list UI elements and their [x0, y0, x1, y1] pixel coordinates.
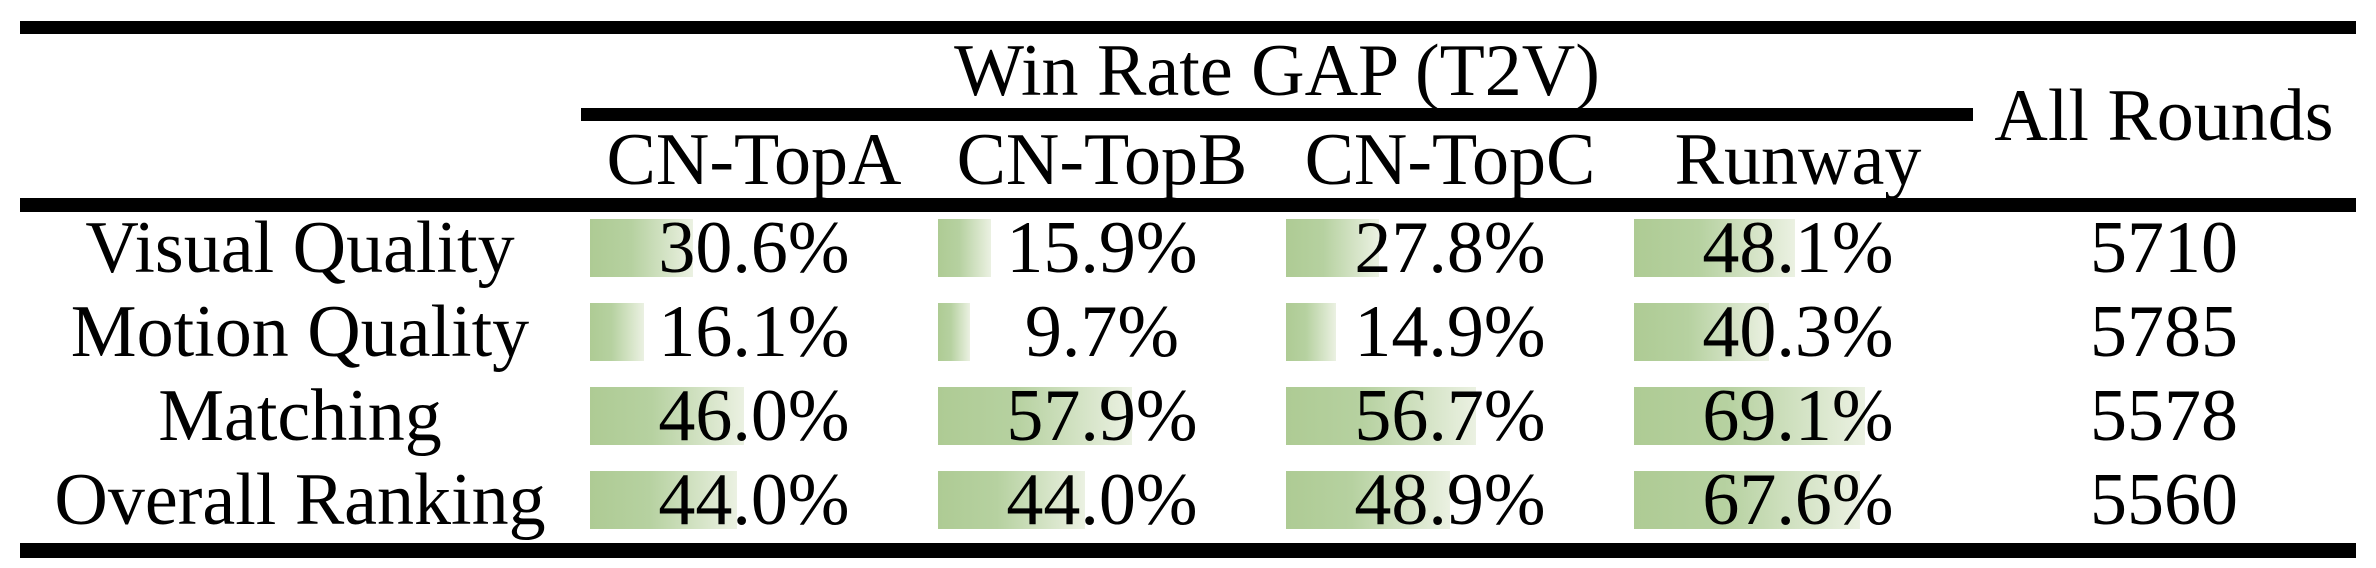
win-rate-data-bar — [590, 219, 693, 277]
win-rate-data-bar — [1286, 219, 1380, 277]
all-rounds-column-header: All Rounds — [1994, 75, 2334, 157]
win-rate-data-bar — [1634, 219, 1796, 277]
table-bottom-rule — [20, 543, 2356, 558]
data-cell: 56.7% — [1276, 374, 1624, 458]
data-cell: 9.7% — [928, 290, 1276, 374]
win-rate-value: 9.7% — [1024, 291, 1180, 373]
win-rate-value: 56.7% — [1354, 375, 1546, 457]
win-rate-value: 48.9% — [1354, 459, 1546, 541]
win-rate-data-bar — [1634, 303, 1769, 361]
all-rounds-value: 5578 — [2090, 375, 2238, 457]
win-rate-data-bar — [1286, 387, 1476, 445]
data-cell: 14.9% — [1276, 290, 1624, 374]
data-cell: 30.6% — [580, 206, 928, 290]
row-label: Overall Ranking — [54, 459, 546, 541]
group-header-title: Win Rate GAP (T2V) — [954, 30, 1600, 112]
win-rate-value: 27.8% — [1354, 207, 1546, 289]
win-rate-value: 67.6% — [1702, 459, 1894, 541]
row-label: Motion Quality — [70, 291, 530, 373]
data-cell: 44.0% — [928, 458, 1276, 542]
data-cell: 67.6% — [1624, 458, 1972, 542]
column-header-cn-topc: CN-TopC — [1304, 118, 1596, 201]
table-row-motion-quality: Motion Quality 16.1% 9.7% 14.9% 40.3% 57… — [0, 290, 2376, 374]
win-rate-value: 14.9% — [1354, 291, 1546, 373]
win-rate-data-bar — [590, 471, 738, 529]
row-label: Matching — [158, 375, 442, 457]
table-row-visual-quality: Visual Quality 30.6% 15.9% 27.8% 48.1% 5… — [0, 206, 2376, 290]
win-rate-value: 44.0% — [658, 459, 850, 541]
data-cell: 57.9% — [928, 374, 1276, 458]
data-cell: 44.0% — [580, 458, 928, 542]
win-rate-value: 40.3% — [1702, 291, 1894, 373]
all-rounds-value: 5710 — [2090, 207, 2238, 289]
win-rate-data-bar — [938, 219, 992, 277]
data-cell: 48.1% — [1624, 206, 1972, 290]
data-cell: 69.1% — [1624, 374, 1972, 458]
win-rate-data-bar — [938, 303, 971, 361]
data-cell: 15.9% — [928, 206, 1276, 290]
win-rate-data-bar — [1634, 471, 1861, 529]
group-header-underline — [581, 108, 1973, 121]
data-cell: 16.1% — [580, 290, 928, 374]
win-rate-value: 44.0% — [1006, 459, 1198, 541]
column-header-cn-topb: CN-TopB — [956, 118, 1248, 201]
data-cell: 40.3% — [1624, 290, 1972, 374]
header-separator-rule — [20, 198, 2356, 212]
win-rate-value: 16.1% — [658, 291, 850, 373]
table-row-matching: Matching 46.0% 57.9% 56.7% 69.1% 5578 — [0, 374, 2376, 458]
table-top-rule — [20, 21, 2356, 34]
win-rate-value: 48.1% — [1702, 207, 1894, 289]
column-header-cn-topa: CN-TopA — [606, 118, 902, 201]
win-rate-data-bar — [1634, 387, 1866, 445]
data-cell: 27.8% — [1276, 206, 1624, 290]
win-rate-data-bar — [590, 387, 745, 445]
data-cell: 48.9% — [1276, 458, 1624, 542]
all-rounds-value: 5785 — [2090, 291, 2238, 373]
win-rate-value: 46.0% — [658, 375, 850, 457]
all-rounds-value: 5560 — [2090, 459, 2238, 541]
win-rate-data-bar — [1286, 303, 1336, 361]
win-rate-data-bar — [938, 387, 1132, 445]
win-rate-value: 30.6% — [658, 207, 850, 289]
win-rate-value: 57.9% — [1006, 375, 1198, 457]
win-rate-data-bar — [590, 303, 644, 361]
data-cell: 46.0% — [580, 374, 928, 458]
win-rate-value: 69.1% — [1702, 375, 1894, 457]
win-rate-data-bar — [1286, 471, 1450, 529]
column-header-runway: Runway — [1674, 118, 1922, 201]
win-rate-value: 15.9% — [1006, 207, 1198, 289]
win-rate-data-bar — [938, 471, 1086, 529]
table-row-overall-ranking: Overall Ranking 44.0% 44.0% 48.9% 67.6% … — [0, 458, 2376, 542]
row-label: Visual Quality — [85, 207, 515, 289]
